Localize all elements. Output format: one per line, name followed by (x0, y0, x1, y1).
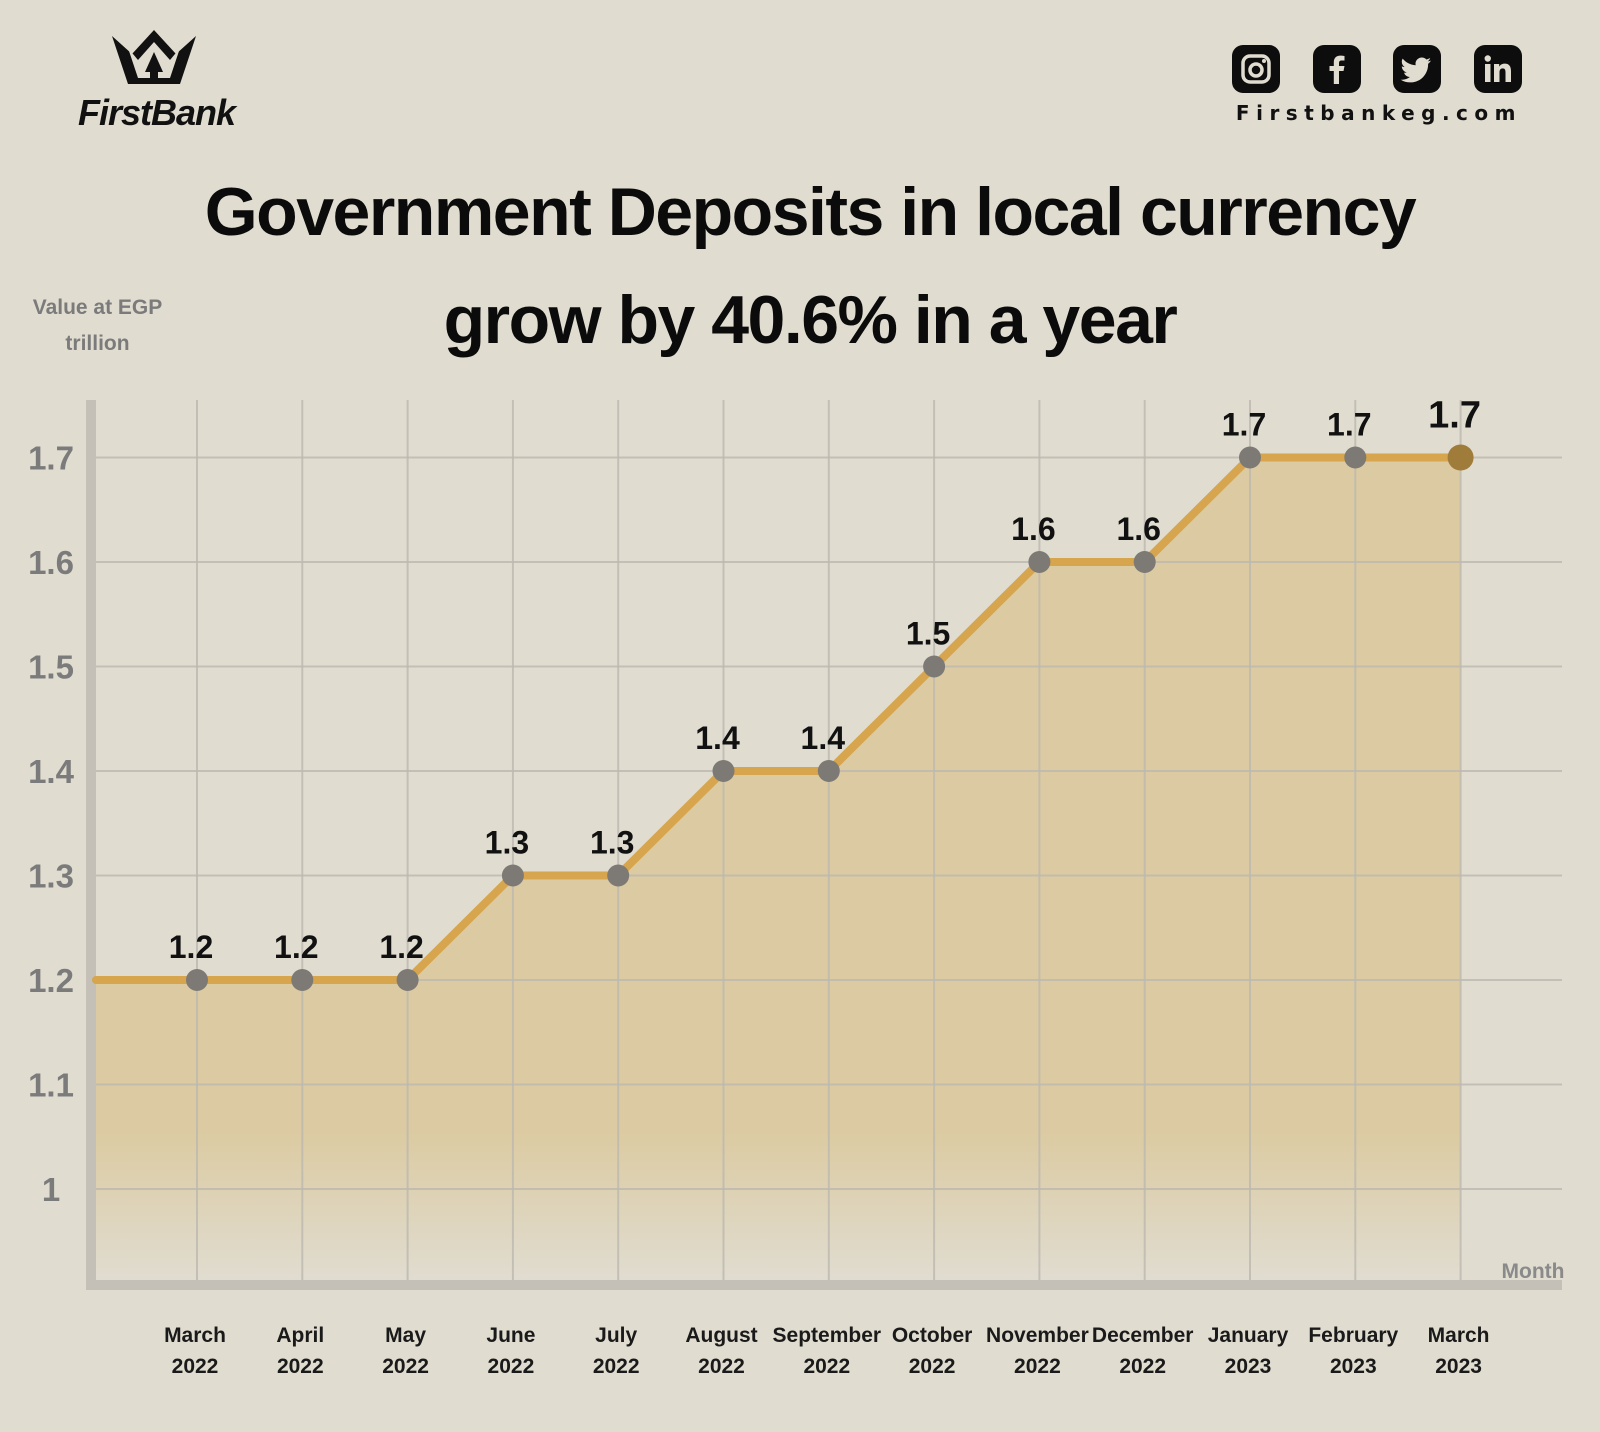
x-tick-label-month: November (986, 1324, 1089, 1347)
data-point (396, 969, 419, 991)
x-tick-label-year: 2022 (1119, 1355, 1166, 1378)
firstbank-logo: FirstBank (70, 28, 250, 138)
x-tick-label-year: 2022 (593, 1355, 640, 1378)
x-tick-label-month: December (1092, 1324, 1194, 1347)
x-tick-label-month: May (385, 1324, 426, 1347)
x-tick-label-year: 2022 (1014, 1355, 1061, 1378)
data-point (712, 760, 735, 782)
social-links: Firstbankeg.com (1232, 45, 1522, 125)
data-point (817, 760, 840, 782)
data-point (1239, 446, 1261, 469)
y-tick-label: 1.7 (28, 440, 74, 477)
website-url[interactable]: Firstbankeg.com (1235, 101, 1522, 125)
data-label: 1.2 (274, 929, 318, 965)
data-label: 1.5 (906, 616, 950, 652)
x-tick-label-month: June (486, 1324, 535, 1347)
data-point (1447, 444, 1474, 471)
data-label: 1.2 (379, 929, 423, 965)
chart-title-line-2: grow by 40.6% in a year (443, 282, 1178, 358)
data-label: 1.7 (1428, 395, 1481, 437)
data-label: 1.4 (695, 720, 740, 756)
data-point (1028, 551, 1051, 573)
x-tick-label-month: August (685, 1324, 757, 1347)
y-axis-label: Value at EGP trillion (30, 290, 165, 362)
x-tick-label-year: 2022 (909, 1355, 956, 1378)
x-tick-label-year: 2022 (382, 1355, 429, 1378)
data-label: 1.4 (801, 720, 846, 756)
x-tick-label-month: April (276, 1324, 324, 1347)
x-axis-line (86, 1280, 1562, 1290)
y-tick-label: 1 (42, 1171, 60, 1208)
x-tick-label-month: July (595, 1324, 637, 1347)
x-tick-label-month: March (164, 1324, 226, 1347)
linkedin-icon[interactable] (1473, 45, 1522, 93)
data-label: 1.7 (1327, 407, 1371, 443)
data-point (923, 655, 946, 678)
y-axis-label-text: Value at EGP trillion (32, 296, 163, 355)
data-point (607, 864, 630, 887)
data-label: 1.3 (590, 825, 634, 861)
y-tick-label: 1.1 (28, 1067, 74, 1104)
data-label: 1.6 (1116, 511, 1160, 547)
x-tick-label-year: 2023 (1225, 1355, 1272, 1378)
data-label: 1.7 (1222, 407, 1266, 443)
crown-icon (112, 30, 196, 84)
x-tick-label-year: 2023 (1435, 1355, 1482, 1378)
series-line (92, 453, 1465, 984)
chart-title-line-1: Government Deposits in local currency (204, 174, 1417, 250)
data-point (1344, 446, 1367, 469)
x-tick-label-year: 2022 (172, 1355, 219, 1378)
chart-title: Government Deposits in local currency gr… (170, 158, 1450, 374)
facebook-icon[interactable] (1312, 45, 1361, 93)
x-tick-label-month: February (1308, 1324, 1398, 1347)
x-tick-label-year: 2023 (1330, 1355, 1377, 1378)
x-tick-label-month: October (892, 1324, 973, 1347)
data-label: 1.2 (169, 929, 213, 965)
area-fill (96, 457, 1461, 1280)
x-tick-label-month: March (1428, 1324, 1490, 1347)
y-tick-label: 1.5 (28, 649, 74, 686)
x-tick-label-year: 2022 (698, 1355, 745, 1378)
x-tick-label-month: January (1208, 1324, 1289, 1347)
brand-name: FirstBank (78, 92, 236, 133)
x-tick-label-month: September (773, 1324, 882, 1347)
x-axis-title: Month (1502, 1260, 1565, 1283)
y-tick-label: 1.3 (28, 858, 74, 895)
y-tick-label: 1.4 (28, 753, 75, 790)
data-point (501, 864, 524, 887)
data-point (1133, 551, 1156, 573)
data-label: 1.3 (485, 825, 529, 861)
y-axis-line (86, 400, 96, 1288)
data-point (291, 969, 314, 991)
twitter-icon[interactable] (1393, 45, 1442, 93)
data-label: 1.6 (1011, 511, 1055, 547)
x-tick-label-year: 2022 (488, 1355, 535, 1378)
y-tick-label: 1.2 (28, 962, 74, 999)
y-tick-label: 1.6 (28, 544, 74, 581)
data-point (186, 969, 208, 991)
x-tick-label-year: 2022 (277, 1355, 324, 1378)
x-tick-label-year: 2022 (803, 1355, 850, 1378)
instagram-icon[interactable] (1232, 45, 1280, 93)
